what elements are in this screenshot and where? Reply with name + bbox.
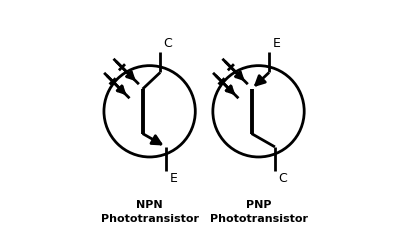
Text: C: C bbox=[278, 172, 287, 185]
Text: E: E bbox=[272, 38, 280, 50]
Text: C: C bbox=[163, 38, 172, 50]
Text: PNP
Phototransistor: PNP Phototransistor bbox=[209, 200, 307, 224]
Text: E: E bbox=[169, 172, 177, 185]
Text: NPN
Phototransistor: NPN Phototransistor bbox=[100, 200, 198, 224]
